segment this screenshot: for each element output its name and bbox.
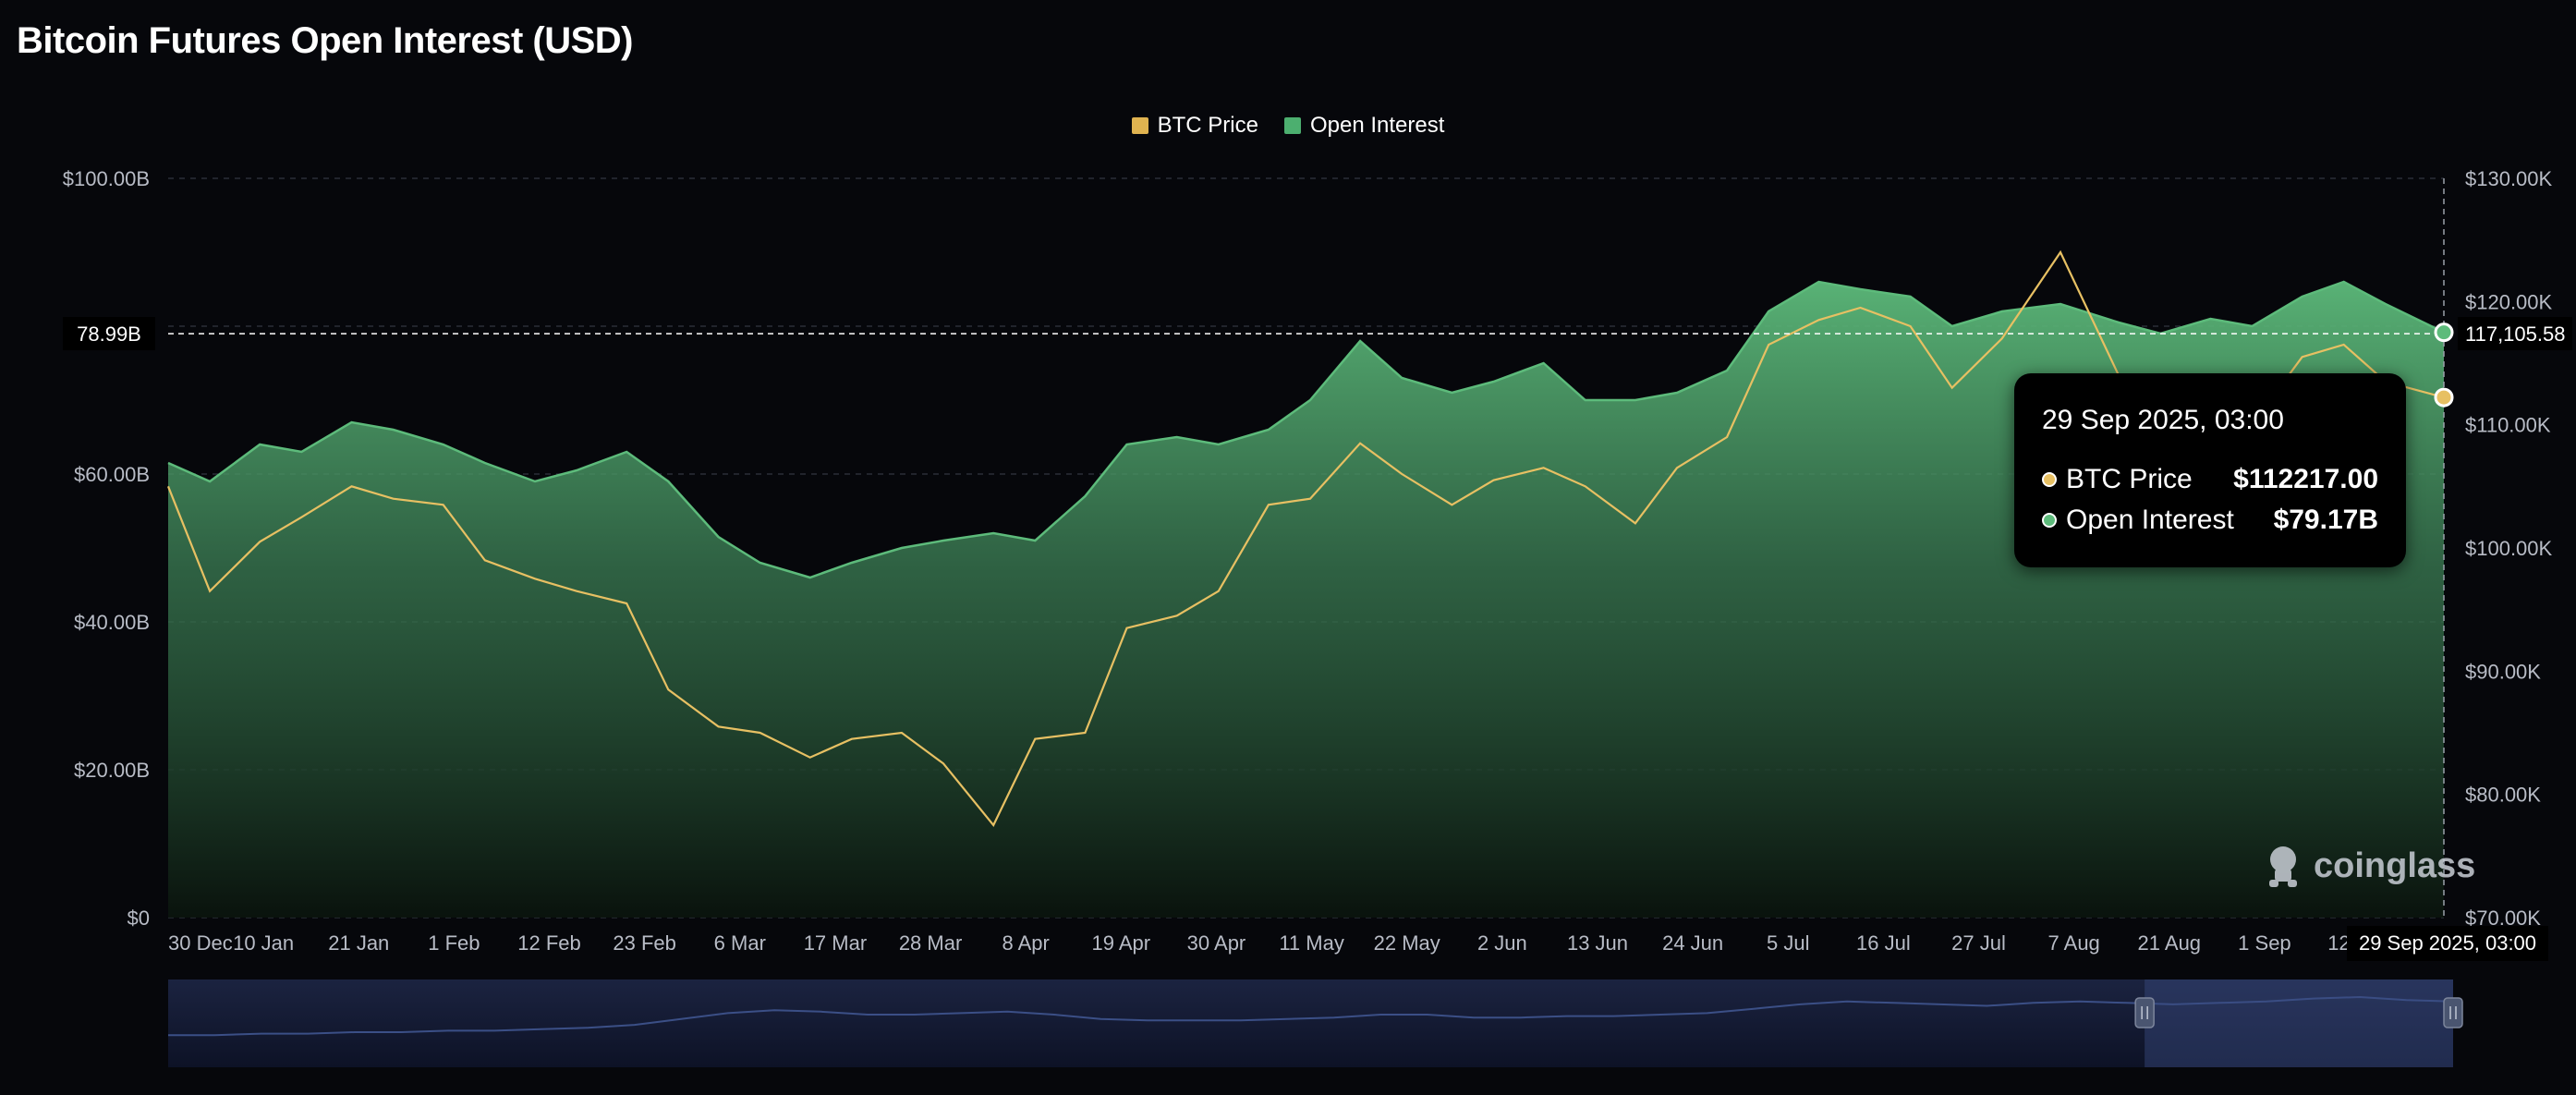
legend-item-open-interest[interactable]: Open Interest — [1283, 113, 1445, 139]
range-navigator[interactable] — [168, 979, 2463, 1067]
page-title: Bitcoin Futures Open Interest (USD) — [17, 20, 634, 61]
y-right-tick-label: $120.00K — [2465, 290, 2553, 313]
x-tick-label: 27 Jul — [1951, 931, 2006, 955]
y-right-tick-label: $130.00K — [2465, 167, 2553, 190]
x-tick-label: 1 Feb — [428, 931, 480, 955]
btc-price-line[interactable] — [166, 249, 2445, 828]
x-tick-label: 1 Sep — [2238, 931, 2291, 955]
legend-label-btc-price: BTC Price — [1157, 113, 1258, 138]
tooltip-label-btc-price: BTC Price — [2066, 464, 2193, 494]
navigator-handle-right[interactable] — [2443, 997, 2463, 1028]
y-right-tick-label: $90.00K — [2465, 660, 2541, 683]
open-interest-area — [168, 282, 2444, 918]
x-tick-label: 13 Jun — [1567, 931, 1628, 955]
y-right-tick-label: $100.00K — [2465, 537, 2553, 560]
x-tick-label: 8 Apr — [1002, 931, 1050, 955]
x-tick-label: 24 Jun — [1662, 931, 1723, 955]
y-left-tick-label: $40.00B — [74, 611, 150, 634]
chart-tooltip: 29 Sep 2025, 03:00 BTC Price $112217.00 … — [2014, 373, 2406, 567]
crosshair-marker-btc-price — [2434, 387, 2454, 408]
crosshair-x-label: 29 Sep 2025, 03:00 — [2359, 931, 2536, 955]
tooltip-value-btc-price: $112217.00 — [2233, 464, 2378, 494]
x-tick-label: 23 Feb — [613, 931, 676, 955]
navigator-background — [168, 979, 2453, 1067]
legend-swatch-open-interest — [1283, 117, 1301, 134]
x-tick-label: 19 Apr — [1092, 931, 1151, 955]
y-right-tick-label: $70.00K — [2465, 906, 2541, 930]
tooltip-label-open-interest: Open Interest — [2066, 505, 2234, 535]
tooltip-row-open-interest: Open Interest $79.17B — [2042, 505, 2378, 536]
x-tick-label: 30 Apr — [1187, 931, 1246, 955]
tooltip-dot-open-interest — [2042, 513, 2057, 528]
chart-legend: BTC Price Open Interest — [0, 113, 2576, 139]
open-interest-series[interactable] — [166, 280, 2447, 919]
crosshair-left-label: 78.99B — [77, 322, 141, 346]
y-right-tick-label: $110.00K — [2465, 414, 2551, 437]
legend-label-open-interest: Open Interest — [1309, 113, 1445, 138]
x-tick-label: 16 Jul — [1856, 931, 1911, 955]
tooltip-value-open-interest: $79.17B — [2273, 505, 2378, 535]
crosshair-left-label-bg — [63, 317, 155, 351]
legend-swatch-btc-price — [1131, 117, 1148, 134]
legend-item-btc-price[interactable]: BTC Price — [1131, 113, 1258, 139]
crosshair-x-label-bg — [2347, 926, 2548, 961]
y-left-tick-label: $20.00B — [74, 759, 150, 782]
x-tick-label: 21 Jan — [328, 931, 389, 955]
x-tick-label: 28 Mar — [899, 931, 962, 955]
y-right-tick-label: $80.00K — [2465, 784, 2541, 807]
x-tick-label: 10 Jan — [233, 931, 294, 955]
watermark-text: coinglass — [2314, 846, 2476, 885]
x-tick-label: 7 Aug — [2048, 931, 2100, 955]
y-left-tick-label: $100.00B — [63, 167, 150, 190]
x-tick-label: 17 Mar — [804, 931, 867, 955]
x-tick-label: 5 Jul — [1767, 931, 1809, 955]
tooltip-dot-btc-price — [2042, 472, 2057, 487]
coinglass-logo-icon — [2269, 846, 2297, 887]
open-interest-line[interactable] — [167, 280, 2445, 579]
crosshair-marker-open-interest — [2434, 322, 2454, 343]
coinglass-watermark: coinglass — [2262, 843, 2475, 889]
y-left-tick-label: $0 — [128, 906, 150, 930]
x-tick-label: 22 May — [1374, 931, 1440, 955]
crosshair-right-label: 117,105.58 — [2465, 322, 2565, 346]
navigator-handle-left[interactable] — [2134, 997, 2155, 1028]
y-left-tick-label: $60.00B — [74, 463, 150, 486]
crosshair: 78.99B 117,105.58 29 Sep 2025, 03:00 — [63, 178, 2572, 961]
btc-price-series[interactable] — [166, 249, 2447, 828]
navigator-selection[interactable] — [2145, 979, 2453, 1067]
navigator-line — [168, 995, 2454, 1037]
tooltip-date: 29 Sep 2025, 03:00 — [2042, 405, 2284, 435]
x-tick-label: 30 Dec — [168, 931, 233, 955]
x-tick-label: 21 Aug — [2138, 931, 2202, 955]
tooltip-row-btc-price: BTC Price $112217.00 — [2042, 464, 2378, 495]
chart-axes: $0 $20.00B $40.00B $60.00B $100.00B $70.00K $8… — [63, 167, 2553, 955]
x-tick-label: 12 Feb — [517, 931, 581, 955]
x-tick-label: 11 May — [1279, 931, 1344, 955]
crosshair-right-label-bg — [2458, 317, 2572, 351]
x-tick-label: 6 Mar — [714, 931, 766, 955]
x-tick-label: 2 Jun — [1477, 931, 1527, 955]
